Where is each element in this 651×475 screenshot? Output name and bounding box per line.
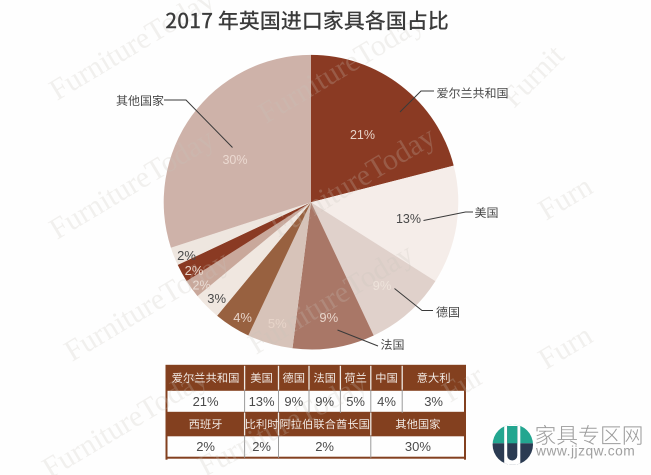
svg-text:2%: 2% bbox=[196, 439, 215, 454]
svg-text:9%: 9% bbox=[319, 310, 338, 325]
svg-text:9%: 9% bbox=[284, 394, 303, 409]
svg-text:30%: 30% bbox=[222, 153, 247, 167]
svg-text:9%: 9% bbox=[315, 394, 334, 409]
svg-text:2%: 2% bbox=[193, 279, 211, 293]
svg-text:2%: 2% bbox=[315, 439, 334, 454]
svg-text:3%: 3% bbox=[424, 394, 443, 409]
svg-text:21%: 21% bbox=[350, 128, 375, 142]
svg-text:4%: 4% bbox=[377, 394, 396, 409]
svg-text:5%: 5% bbox=[268, 316, 287, 331]
svg-text:2%: 2% bbox=[177, 248, 196, 263]
svg-text:13%: 13% bbox=[396, 212, 421, 226]
svg-text:9%: 9% bbox=[373, 278, 392, 293]
svg-text:4%: 4% bbox=[233, 310, 252, 325]
svg-text:3%: 3% bbox=[207, 291, 226, 306]
svg-text:5%: 5% bbox=[346, 394, 365, 409]
svg-text:21%: 21% bbox=[193, 394, 219, 409]
svg-text:2%: 2% bbox=[252, 439, 271, 454]
svg-text:www.jjzqw.com: www.jjzqw.com bbox=[535, 443, 635, 458]
svg-text:30%: 30% bbox=[405, 439, 431, 454]
svg-text:13%: 13% bbox=[249, 394, 275, 409]
svg-text:2%: 2% bbox=[185, 263, 204, 278]
